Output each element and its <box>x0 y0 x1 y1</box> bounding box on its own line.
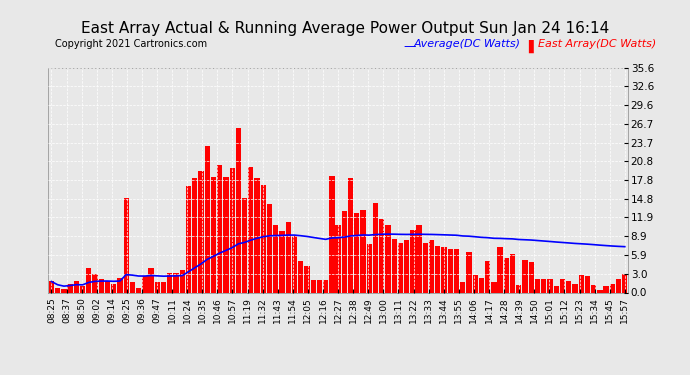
Bar <box>286 222 291 292</box>
Bar <box>267 204 272 292</box>
Bar <box>86 268 92 292</box>
Bar <box>186 186 191 292</box>
Bar <box>404 240 409 292</box>
Bar <box>497 247 503 292</box>
Bar <box>529 261 534 292</box>
Bar <box>335 225 341 292</box>
Bar <box>179 270 185 292</box>
Bar <box>155 282 160 292</box>
Bar <box>385 225 391 292</box>
Bar <box>553 286 559 292</box>
Bar <box>198 171 204 292</box>
Bar <box>411 230 415 292</box>
Bar <box>354 213 359 292</box>
Bar <box>504 258 509 292</box>
Bar <box>261 184 266 292</box>
Text: Copyright 2021 Cartronics.com: Copyright 2021 Cartronics.com <box>55 39 207 50</box>
Bar <box>192 178 197 292</box>
Bar <box>117 278 123 292</box>
Bar <box>298 261 304 292</box>
Bar <box>124 198 129 292</box>
Bar <box>105 280 110 292</box>
Bar <box>460 282 465 292</box>
Bar <box>136 288 141 292</box>
Bar <box>49 282 54 292</box>
Text: East Array Actual & Running Average Power Output Sun Jan 24 16:14: East Array Actual & Running Average Powe… <box>81 21 609 36</box>
Bar <box>604 286 609 292</box>
Bar <box>591 285 596 292</box>
Bar <box>379 219 384 292</box>
Text: ▌: ▌ <box>528 40 538 53</box>
Bar <box>329 176 335 292</box>
Bar <box>616 279 621 292</box>
Bar <box>342 210 347 292</box>
Bar <box>598 291 602 292</box>
Bar <box>578 275 584 292</box>
Bar <box>366 243 372 292</box>
Bar <box>622 274 627 292</box>
Bar <box>348 178 353 292</box>
Bar <box>317 280 322 292</box>
Bar <box>161 282 166 292</box>
Bar <box>167 273 172 292</box>
Bar <box>224 177 228 292</box>
Bar <box>148 267 154 292</box>
Bar <box>466 252 472 292</box>
Bar <box>373 203 378 292</box>
Text: East Array(DC Watts): East Array(DC Watts) <box>538 39 656 50</box>
Text: —: — <box>404 40 416 53</box>
Bar <box>397 243 403 292</box>
Bar <box>491 282 497 292</box>
Bar <box>473 275 478 292</box>
Bar <box>242 198 247 292</box>
Bar <box>92 274 98 292</box>
Bar <box>304 266 310 292</box>
Bar <box>584 276 590 292</box>
Bar <box>448 249 453 292</box>
Bar <box>485 261 491 292</box>
Bar <box>211 177 216 292</box>
Bar <box>572 284 578 292</box>
Bar <box>535 279 540 292</box>
Bar <box>429 240 434 292</box>
Bar <box>142 276 148 292</box>
Bar <box>547 279 553 292</box>
Bar <box>217 165 222 292</box>
Bar <box>566 281 571 292</box>
Bar <box>99 279 104 292</box>
Bar <box>68 284 72 292</box>
Bar <box>273 225 279 292</box>
Bar <box>522 260 528 292</box>
Bar <box>541 279 546 292</box>
Bar <box>454 249 459 292</box>
Bar <box>204 146 210 292</box>
Bar <box>560 279 565 292</box>
Bar <box>435 246 440 292</box>
Bar <box>292 236 297 292</box>
Bar <box>236 128 241 292</box>
Bar <box>516 285 522 292</box>
Text: Average(DC Watts): Average(DC Watts) <box>414 39 521 50</box>
Bar <box>80 286 86 292</box>
Bar <box>423 243 428 292</box>
Bar <box>323 280 328 292</box>
Bar <box>479 278 484 292</box>
Bar <box>255 178 259 292</box>
Bar <box>610 284 615 292</box>
Bar <box>111 284 117 292</box>
Bar <box>173 273 179 292</box>
Bar <box>442 248 446 292</box>
Bar <box>279 231 285 292</box>
Bar <box>74 281 79 292</box>
Bar <box>510 254 515 292</box>
Bar <box>130 282 135 292</box>
Bar <box>310 280 316 292</box>
Bar <box>61 289 66 292</box>
Bar <box>248 166 253 292</box>
Bar <box>230 168 235 292</box>
Bar <box>360 210 366 292</box>
Bar <box>417 225 422 292</box>
Bar <box>391 239 397 292</box>
Bar <box>55 288 60 292</box>
